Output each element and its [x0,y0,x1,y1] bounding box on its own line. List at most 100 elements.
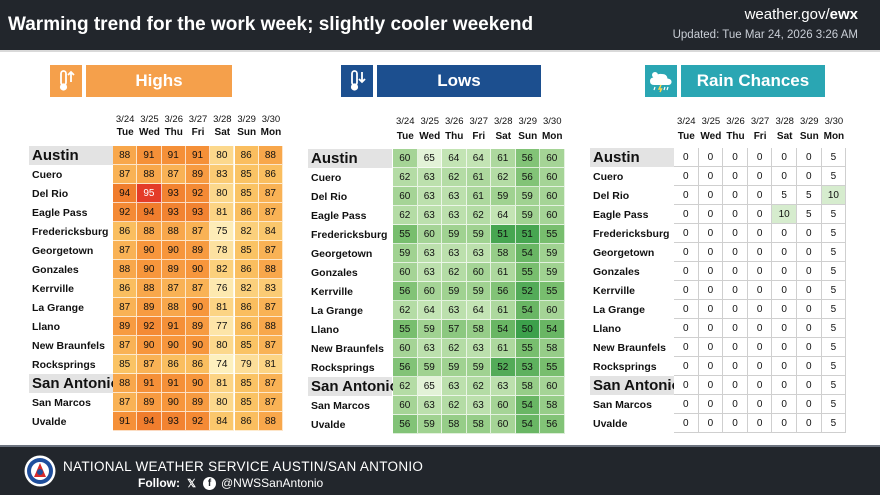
lows-value-cell: 54 [515,244,540,263]
rain-day-header: Mon [823,131,845,142]
rain-value-cell: 0 [674,338,699,357]
lows-value-cell: 60 [466,263,491,282]
highs-value-cell: 93 [185,203,211,222]
lows-value-cell: 64 [466,149,491,168]
lows-value-cell: 60 [491,415,516,434]
rain-value-cell: 0 [797,376,822,395]
highs-value-cell: 85 [234,393,259,412]
lows-value-cell: 63 [466,339,491,358]
rain-value-cell: 0 [797,281,822,300]
highs-value-cell: 87 [137,355,162,374]
highs-value-cell: 89 [185,393,211,412]
rain-value-cell: 0 [674,395,699,414]
lows-value-cell: 60 [540,149,565,168]
thunderstorm-rain-icon [645,65,677,97]
rain-value-cell: 0 [698,243,724,262]
highs-value-cell: 90 [137,336,162,355]
lows-date-header: 3/26 [445,116,464,127]
facebook-icon[interactable]: f [203,476,216,490]
highs-value-cell: 86 [113,222,138,241]
rain-city-label: Llano [590,319,674,338]
lows-value-cell: 55 [393,225,418,244]
lows-value-cell: 54 [515,415,540,434]
rain-value-cell: 0 [747,205,773,224]
footer-bar [0,447,880,495]
rain-value-cell: 0 [772,319,797,338]
lows-value-cell: 54 [540,320,565,339]
lows-value-cell: 60 [540,206,565,225]
lows-value-cell: 56 [515,149,540,168]
updated-timestamp: Updated: Tue Mar 24, 2026 3:26 AM [672,29,858,41]
lows-value-cell: 62 [466,377,491,396]
lows-value-cell: 63 [466,244,491,263]
lows-value-cell: 59 [540,244,565,263]
lows-value-cell: 58 [515,377,540,396]
lows-value-cell: 55 [540,282,565,301]
page-title: Warming trend for the work week; slightl… [8,14,534,35]
rain-value-cell: 0 [797,395,822,414]
site-prefix: weather.gov/ [744,6,830,23]
lows-day-header: Wed [419,131,441,142]
lows-value-cell: 60 [491,396,516,415]
lows-value-cell: 63 [491,377,516,396]
rain-city-label: Georgetown [590,243,674,262]
lows-value-cell: 60 [540,168,565,187]
rain-value-cell: 0 [698,414,724,433]
highs-value-cell: 86 [234,317,259,336]
rain-value-cell: 0 [772,167,797,186]
lows-value-cell: 63 [442,301,467,320]
lows-date-header: 3/25 [420,116,440,127]
rain-city-label: Fredericksburg [590,224,674,243]
lows-value-cell: 59 [466,225,491,244]
highs-value-cell: 85 [234,165,259,184]
rain-value-cell: 0 [797,224,822,243]
lows-value-cell: 62 [442,396,467,415]
lows-value-cell: 60 [540,187,565,206]
rain-date-header: 3/27 [750,116,770,127]
highs-city-label: Llano [29,317,113,336]
lows-value-cell: 56 [491,282,516,301]
rain-value-cell: 0 [698,262,724,281]
rain-value-cell: 5 [821,376,847,395]
rain-value-cell: 0 [747,281,773,300]
lows-value-cell: 59 [442,225,467,244]
rain-city-label: Uvalde [590,414,674,433]
highs-value-cell: 88 [137,279,162,298]
highs-value-cell: 87 [185,279,211,298]
lows-value-cell: 60 [540,301,565,320]
highs-value-cell: 90 [161,393,186,412]
site-link[interactable]: weather.gov/ewx [745,6,858,23]
highs-value-cell: 88 [258,146,284,165]
highs-value-cell: 90 [161,241,186,260]
highs-day-header: Sat [214,127,231,138]
rain-value-cell: 10 [772,205,797,224]
lows-value-cell: 56 [393,358,418,377]
highs-date-header: 3/29 [237,114,256,125]
highs-value-cell: 88 [161,222,186,241]
highs-value-cell: 92 [185,184,211,203]
lows-value-cell: 64 [466,301,491,320]
highs-value-cell: 85 [234,184,259,203]
lows-value-cell: 59 [442,282,467,301]
rain-day-header: Fri [753,131,767,142]
x-icon[interactable]: 𝕏 [187,477,196,490]
lows-day-header: Tue [396,131,414,142]
rain-value-cell: 0 [723,186,748,205]
rain-value-cell: 0 [674,357,699,376]
rain-value-cell: 0 [723,262,748,281]
lows-day-header: Sun [518,131,538,142]
rain-value-cell: 5 [821,357,847,376]
lows-value-cell: 62 [393,168,418,187]
rain-city-label: Del Rio [590,186,674,205]
lows-value-cell: 52 [491,358,516,377]
highs-value-cell: 87 [113,298,138,317]
highs-value-cell: 90 [185,260,211,279]
rain-value-cell: 0 [797,414,822,433]
highs-value-cell: 90 [185,298,211,317]
lows-city-label: San Antonio [308,377,399,396]
social-handle[interactable]: @NWSSanAntonio [221,476,324,490]
highs-value-cell: 91 [161,374,186,393]
rain-value-cell: 0 [797,148,822,167]
lows-value-cell: 61 [466,187,491,206]
rain-value-cell: 0 [747,300,773,319]
